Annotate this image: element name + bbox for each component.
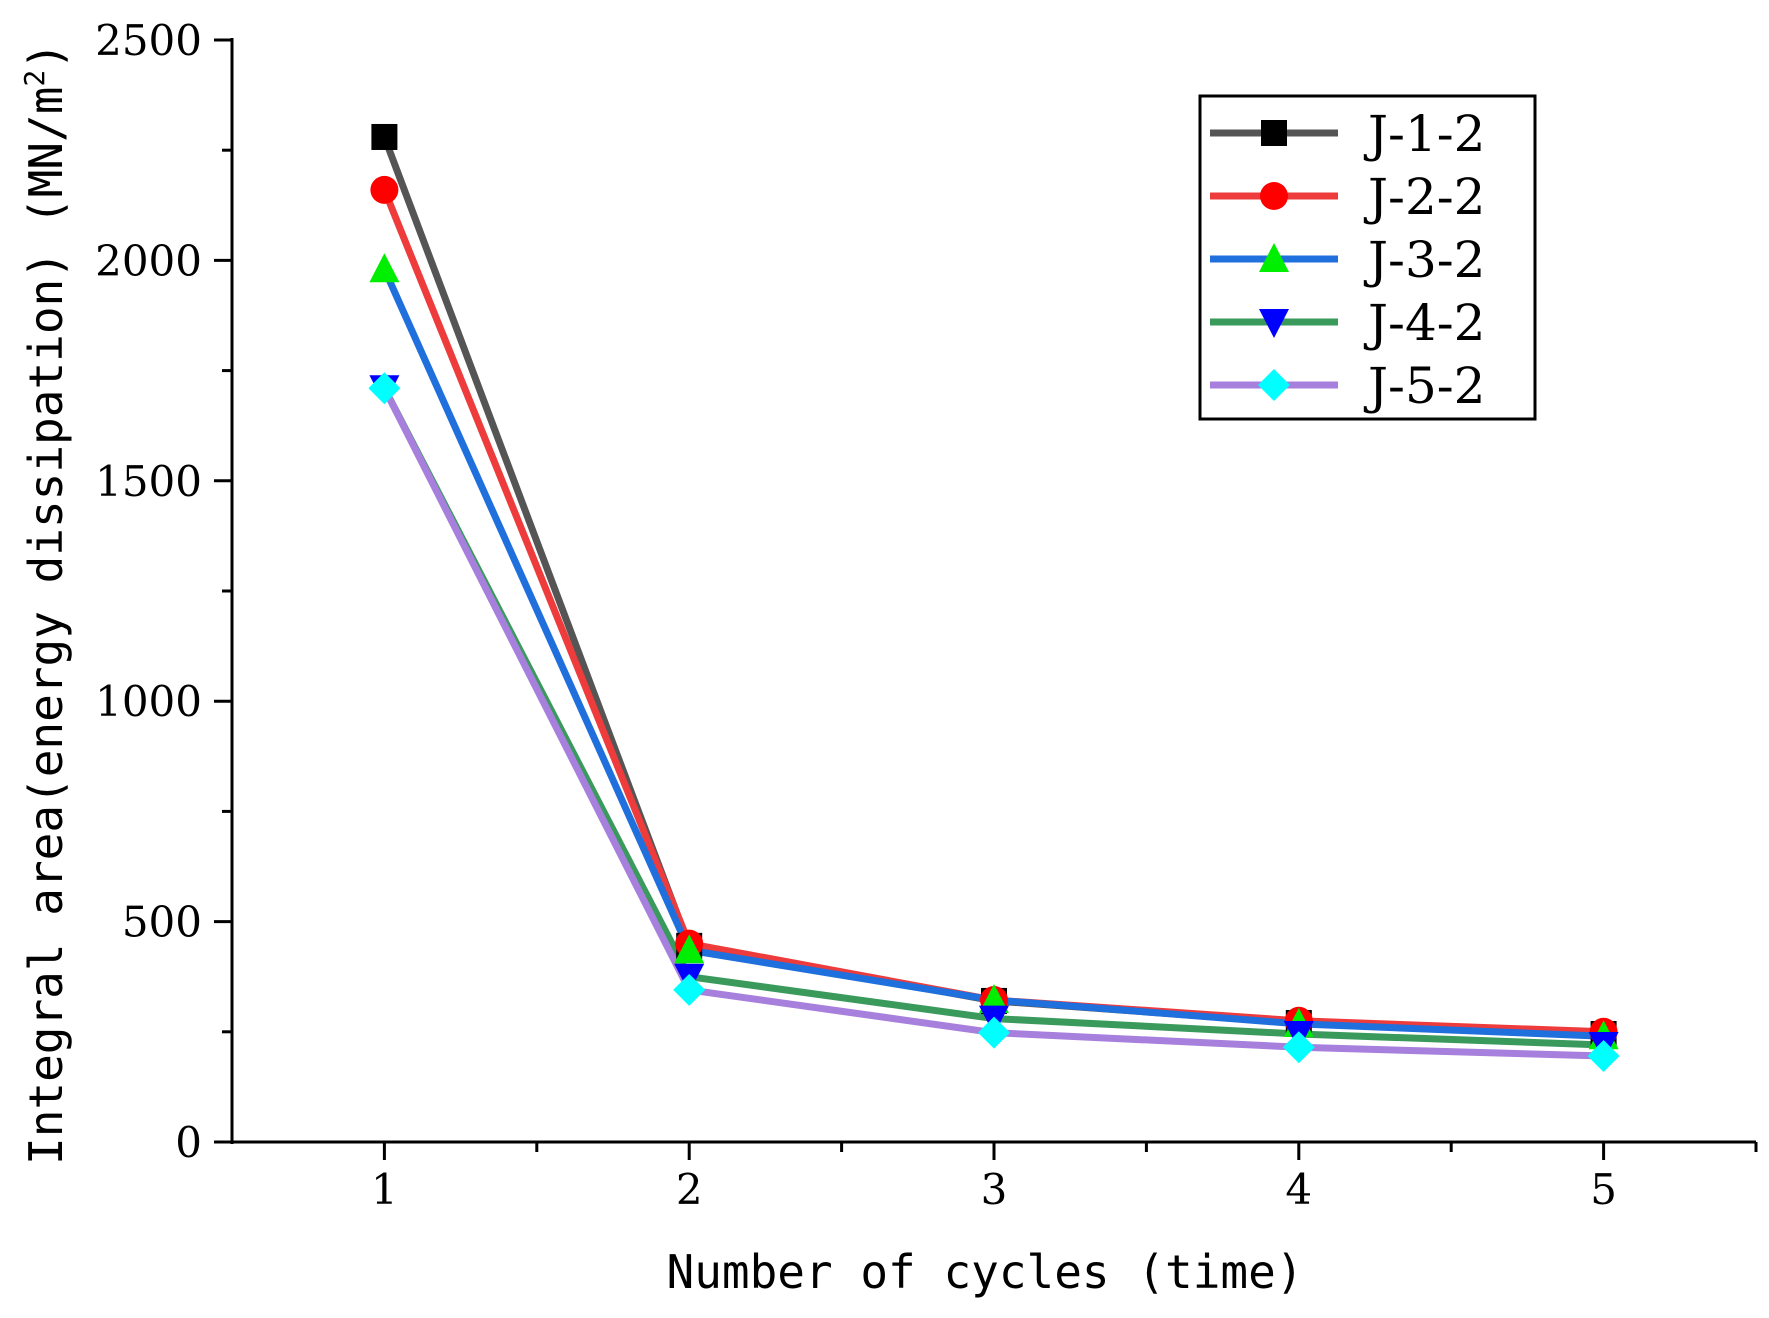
data-point-J-3-2 xyxy=(369,253,400,283)
data-point-J-5-2 xyxy=(368,372,401,405)
data-point-J-3-2 xyxy=(674,934,705,964)
series-line-J-5-2 xyxy=(381,386,1604,1060)
y-axis-title: Integral area(energy dissipation) (MN/m2) xyxy=(18,42,73,1165)
series-line-J-4-2 xyxy=(381,386,1604,1049)
series-layer xyxy=(368,123,1620,1073)
y-tick-label: 2500 xyxy=(95,16,202,65)
legend-marker-J-5-2 xyxy=(1258,369,1290,401)
x-axis-title: Number of cycles (time) xyxy=(667,1245,1304,1299)
data-point-J-2-2 xyxy=(370,175,399,204)
y-tick-label: 2000 xyxy=(95,236,202,285)
data-point-J-5-2 xyxy=(978,1016,1010,1049)
data-point-J-5-2 xyxy=(1282,1031,1315,1064)
y-axis-unit-close: ) xyxy=(19,42,73,70)
legend-label: J-4-2 xyxy=(1363,294,1485,352)
legend-marker-J-4-2 xyxy=(1259,309,1289,338)
legend-label: J-3-2 xyxy=(1363,231,1485,289)
y-axis-title-main: Integral area(energy dissipation) xyxy=(19,251,73,1165)
y-tick-label: 1000 xyxy=(95,677,202,726)
legend-label: J-5-2 xyxy=(1363,357,1485,415)
x-tick-label: 4 xyxy=(1285,1165,1312,1214)
legend-marker-J-1-2 xyxy=(1261,120,1287,146)
data-point-J-1-2 xyxy=(371,123,398,150)
axes xyxy=(214,38,1758,1160)
legend-label: J-2-2 xyxy=(1363,168,1485,226)
data-point-J-5-2 xyxy=(673,973,706,1006)
legend-marker-J-3-2 xyxy=(1259,243,1289,272)
y-axis-unit-sup: 2 xyxy=(18,70,51,87)
x-tick-label: 3 xyxy=(981,1165,1008,1214)
legend-marker-J-2-2 xyxy=(1260,182,1288,210)
x-tick-label: 5 xyxy=(1590,1165,1617,1214)
y-tick-label: 1500 xyxy=(95,457,202,506)
tick-labels: 0 500 1000 1500 2000 2500 1 2 3 4 5 xyxy=(95,16,1617,1214)
x-tick-label: 2 xyxy=(676,1165,703,1214)
y-axis-unit: (MN/m xyxy=(19,87,73,225)
y-tick-label: 500 xyxy=(122,898,202,947)
legend-label: J-1-2 xyxy=(1363,105,1485,163)
y-axis-title-group: Integral area(energy dissipation) (MN/m2) xyxy=(18,42,73,1165)
x-tick-label: 1 xyxy=(371,1165,398,1214)
legend: J-1-2J-2-2J-3-2J-4-2J-5-2 xyxy=(1198,94,1537,421)
y-tick-label: 0 xyxy=(175,1118,202,1167)
data-point-J-5-2 xyxy=(1587,1040,1620,1073)
